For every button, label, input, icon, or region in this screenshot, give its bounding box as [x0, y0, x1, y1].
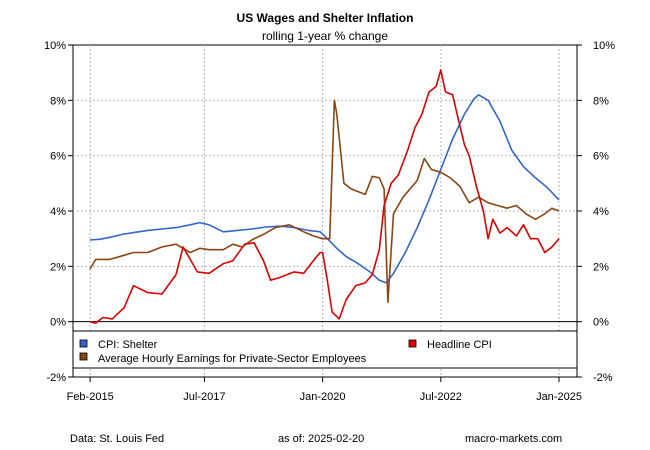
- series-layer: [89, 69, 560, 324]
- chart-subtitle: rolling 1-year % change: [262, 29, 388, 43]
- y-axis-right: -2% 0% 2% 4% 6% 8% 10%: [577, 40, 615, 384]
- y-tick-label-right: 10%: [593, 40, 615, 52]
- legend-swatch-headline-cpi: [408, 339, 417, 348]
- legend-label-cpi-shelter: CPI: Shelter: [98, 339, 158, 351]
- chart-title: US Wages and Shelter Inflation: [237, 11, 414, 25]
- y-tick-label-left: 0%: [50, 317, 66, 329]
- y-tick-label-left: 6%: [50, 151, 66, 163]
- legend-label-headline-cpi: Headline CPI: [427, 339, 492, 351]
- y-tick-label-left: 2%: [50, 261, 66, 273]
- y-axis-left: -2% 0% 2% 4% 6% 8% 10%: [44, 40, 73, 384]
- legend: CPI: Shelter Average Hourly Earnings for…: [72, 330, 578, 369]
- footer-site: macro-markets.com: [465, 433, 562, 445]
- y-tick-label-left: -2%: [46, 372, 66, 384]
- y-tick-label-left: 4%: [50, 206, 66, 218]
- legend-swatch-average-hourly-earnings: [79, 352, 88, 361]
- x-axis: Feb-2015 Jul-2017 Jan-2020 Jul-2022 Jan-2025: [67, 377, 582, 403]
- series-line-cpi-shelter: [89, 94, 560, 284]
- y-tick-label-right: 0%: [593, 317, 609, 329]
- y-tick-label-right: 8%: [593, 95, 609, 107]
- footer-source: Data: St. Louis Fed: [70, 433, 164, 445]
- grid-lines: [73, 45, 577, 377]
- x-tick-label: Jul-2017: [183, 391, 225, 403]
- y-tick-label-left: 8%: [50, 95, 66, 107]
- legend-swatch-cpi-shelter: [79, 339, 88, 348]
- x-tick-label: Jan-2025: [536, 391, 582, 403]
- x-tick-label: Jul-2022: [420, 391, 462, 403]
- y-tick-label-left: 10%: [44, 40, 66, 52]
- y-tick-label-right: 6%: [593, 151, 609, 163]
- series-line-average-hourly-earnings: [89, 99, 560, 304]
- legend-background: [72, 330, 578, 369]
- y-tick-label-right: 4%: [593, 206, 609, 218]
- legend-label-average-hourly-earnings: Average Hourly Earnings for Private-Sect…: [98, 353, 367, 365]
- x-tick-label: Jan-2020: [300, 391, 346, 403]
- y-tick-label-right: -2%: [593, 372, 613, 384]
- y-tick-label-right: 2%: [593, 261, 609, 273]
- x-tick-label: Feb-2015: [67, 391, 114, 403]
- footer-date: as of: 2025-02-20: [278, 433, 364, 445]
- series-line-headline-cpi: [89, 69, 560, 324]
